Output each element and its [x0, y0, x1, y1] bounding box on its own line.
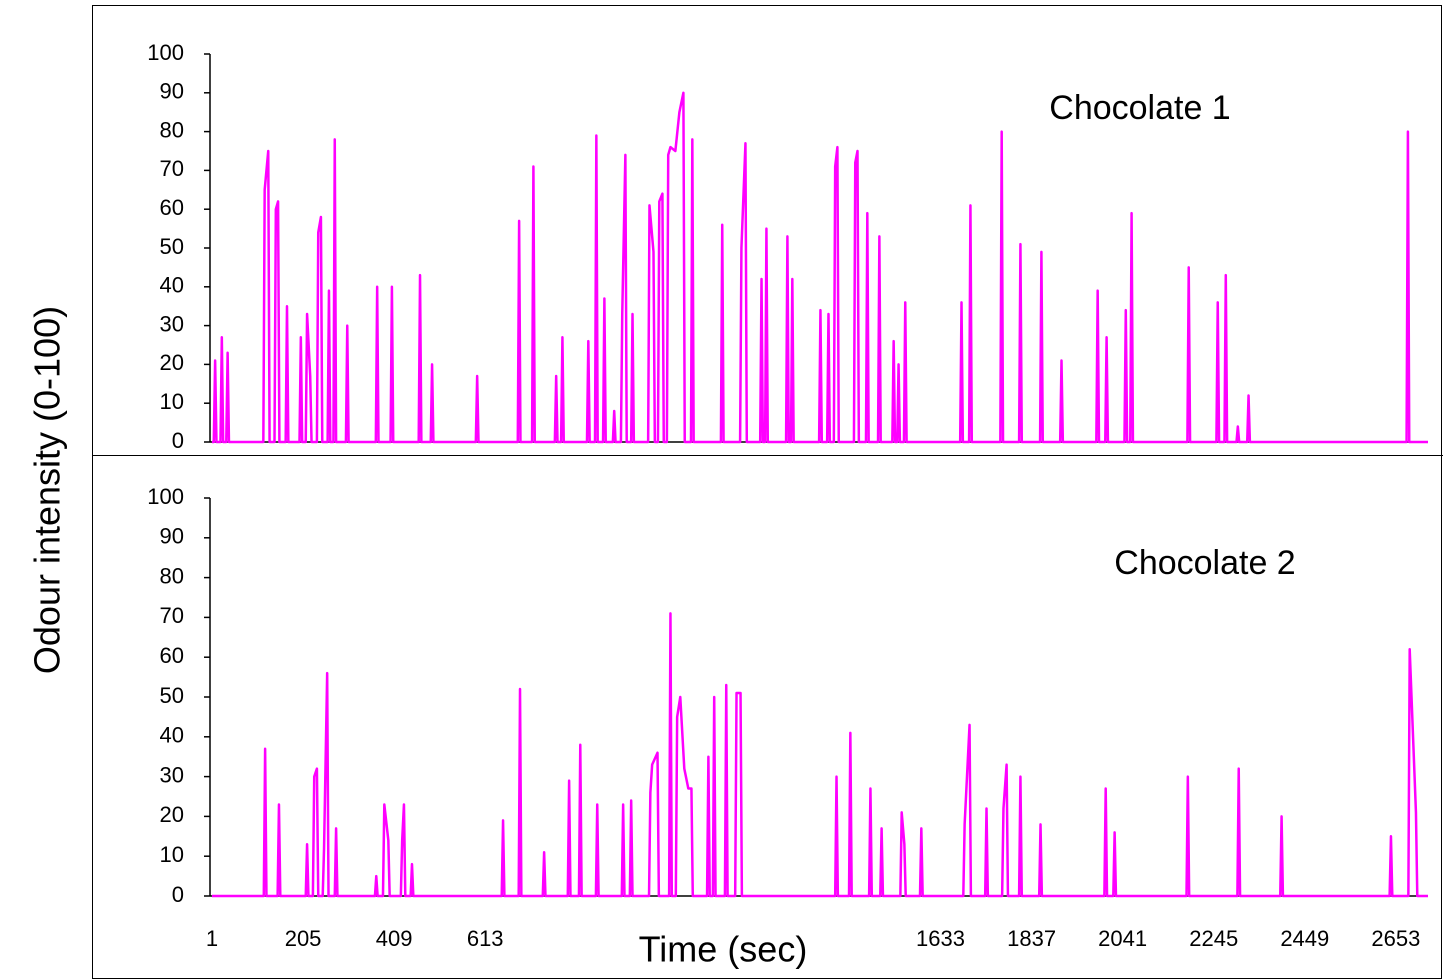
y-tick-label: 10: [160, 389, 184, 414]
y-tick-label: 50: [160, 234, 184, 259]
x-tick-label: 1837: [1007, 926, 1056, 951]
y-tick-label: 10: [160, 842, 184, 867]
y-tick-label: 0: [172, 428, 184, 453]
y-tick-label: 0: [172, 882, 184, 907]
y-tick-label: 40: [160, 723, 184, 748]
y-tick-label: 90: [160, 79, 184, 104]
y-tick-label: 80: [160, 117, 184, 142]
x-axis-label: Time (sec): [639, 929, 808, 970]
y-tick-label: 80: [160, 563, 184, 588]
x-tick-label: 2449: [1280, 926, 1329, 951]
y-tick-label: 90: [160, 524, 184, 549]
y-tick-label: 30: [160, 311, 184, 336]
x-tick-label: 2041: [1098, 926, 1147, 951]
annotation: Chocolate 1: [1049, 89, 1230, 127]
frame: [92, 5, 1442, 979]
y-tick-label: 40: [160, 273, 184, 298]
y-tick-label: 100: [147, 484, 184, 509]
series-line: [212, 612, 1428, 898]
series-line: [212, 91, 1428, 444]
x-tick-label: 613: [467, 926, 504, 951]
y-tick-label: 50: [160, 683, 184, 708]
y-tick-label: 70: [160, 603, 184, 628]
y-tick-label: 20: [160, 350, 184, 375]
y-tick-label: 60: [160, 195, 184, 220]
x-tick-label: 2245: [1189, 926, 1238, 951]
y-tick-label: 20: [160, 802, 184, 827]
annotation: Chocolate 2: [1114, 544, 1295, 582]
y-tick-label: 100: [147, 40, 184, 65]
y-tick-label: 30: [160, 762, 184, 787]
x-tick-label: 1: [206, 926, 218, 951]
x-tick-label: 1633: [916, 926, 965, 951]
x-tick-label: 409: [376, 926, 413, 951]
x-tick-label: 205: [285, 926, 322, 951]
x-tick-label: 2653: [1371, 926, 1420, 951]
y-tick-label: 60: [160, 643, 184, 668]
y-tick-label: 70: [160, 156, 184, 181]
y-axis-label: Odour intensity (0-100): [27, 306, 68, 674]
